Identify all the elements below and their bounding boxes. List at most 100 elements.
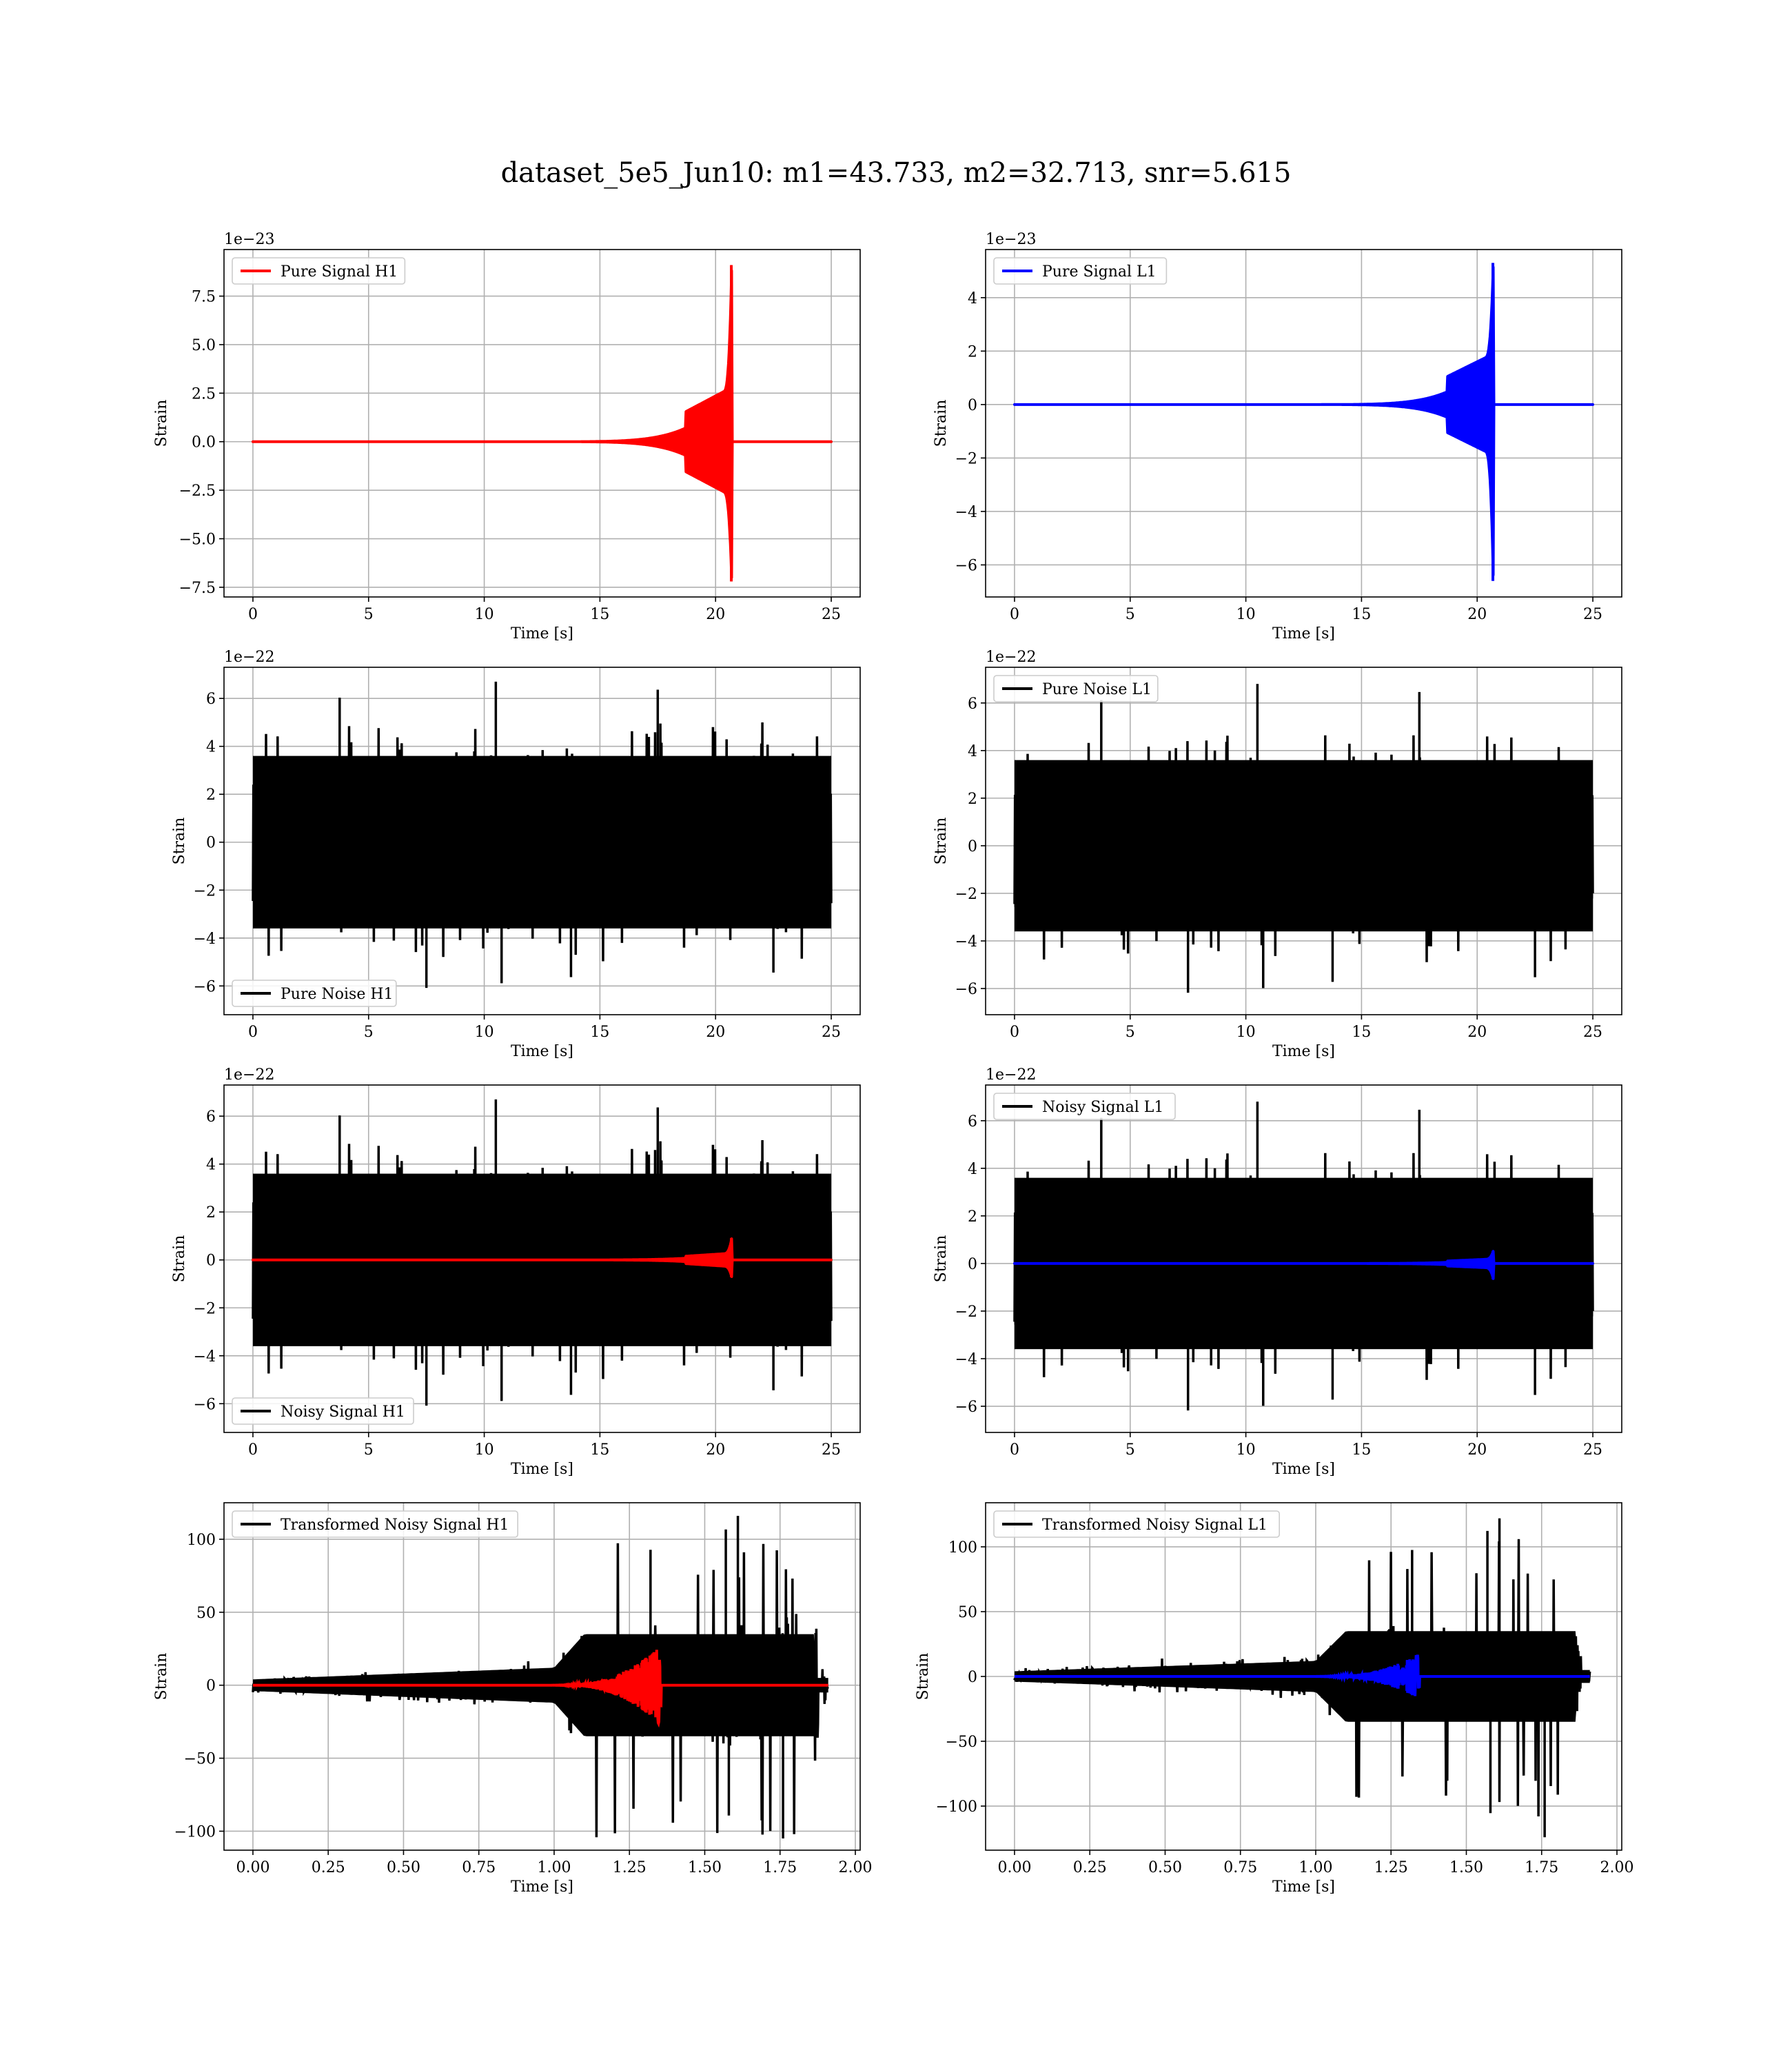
y-tick-label: 5.0: [192, 337, 216, 354]
x-tick-label: 0.25: [312, 1859, 345, 1876]
series-layer: [1013, 263, 1594, 581]
x-tick-label: 5: [1126, 606, 1135, 623]
plot-area: [986, 250, 1622, 597]
y-tick-label: −4: [955, 504, 977, 521]
y-tick-label: −50: [946, 1734, 977, 1751]
y-tick-label: −6: [194, 978, 216, 995]
axis-offset-text: 1e−22: [986, 649, 1036, 666]
y-tick-label: −4: [194, 1348, 216, 1366]
y-tick-label: −100: [936, 1798, 977, 1816]
y-tick-label: −2: [194, 1300, 216, 1317]
y-axis-label: Strain: [933, 400, 950, 447]
y-tick-label: 6: [206, 691, 216, 708]
series-pure-signal-l1: [1013, 265, 1594, 577]
x-tick-label: 25: [1583, 1024, 1602, 1041]
x-tick-label: 1.50: [1449, 1859, 1483, 1876]
legend: Transformed Noisy Signal L1: [993, 1510, 1281, 1538]
x-tick-label: 10: [1236, 1024, 1256, 1041]
x-tick-label: 0: [1010, 1441, 1019, 1459]
series-pure-signal-h1: [252, 269, 833, 579]
x-tick-label: 10: [1236, 1441, 1256, 1459]
x-tick-label: 10: [475, 1024, 494, 1041]
y-tick-label: 0: [968, 1669, 977, 1686]
y-tick-label: −50: [184, 1751, 216, 1768]
legend-label: Pure Noise H1: [281, 986, 394, 1003]
subplot-row2-right: 0 5 10 15 20 25 −6 −4 −2 0 2 4 6 1e−22 Time [s] Strain P…: [933, 649, 1622, 1060]
x-tick-label: 1.75: [1525, 1859, 1558, 1876]
y-tick-label: 0: [968, 397, 977, 414]
axis-offset-text: 1e−22: [224, 1066, 274, 1084]
subplot-top-left: 0 5 10 15 20 25 −7.5 −5.0 −2.5 0.0 2.5 5.0 7.5 1e−23 T…: [153, 231, 861, 642]
y-tick-label: 4: [206, 739, 216, 756]
x-tick-label: 0.50: [387, 1859, 420, 1876]
x-tick-label: 25: [1583, 606, 1602, 623]
subplot-row2-left: 0 5 10 15 20 25 −6 −4 −2 0 2 4 6 1e−22 Time [s] Strain P…: [171, 649, 861, 1060]
axis-offset-text: 1e−23: [986, 231, 1036, 248]
y-axis-label: Strain: [933, 1235, 950, 1283]
y-tick-label: −4: [955, 933, 977, 951]
x-tick-label: 0: [1010, 1024, 1019, 1041]
series-overlay-1: [253, 1650, 828, 1728]
legend: Pure Signal L1: [993, 257, 1168, 285]
y-tick-label: −2: [955, 450, 977, 467]
axes-frame: [223, 1084, 861, 1433]
y-tick-label: −2.5: [179, 483, 216, 500]
x-tick-label: 0.75: [1223, 1859, 1257, 1876]
x-axis-label: Time [s]: [511, 1878, 573, 1896]
legend-box: [232, 1510, 519, 1538]
x-tick-label: 0.00: [997, 1859, 1031, 1876]
y-tick-label: 0: [206, 1253, 216, 1270]
series-layer: [252, 1099, 833, 1406]
axes-frame: [985, 249, 1622, 598]
y-tick-label: 4: [968, 290, 977, 307]
y-tick-label: −6: [194, 1396, 216, 1413]
legend-label: Pure Signal H1: [281, 263, 398, 281]
axis-offset-text: 1e−22: [224, 649, 274, 666]
x-tick-label: 20: [1467, 606, 1487, 623]
series-pure-noise-l1: [1013, 735, 1594, 962]
x-tick-label: 5: [1126, 1441, 1135, 1459]
series-overlay-1: [1013, 1250, 1594, 1280]
y-tick-label: 0: [968, 838, 977, 855]
series-noisy-signal-h1: [252, 1139, 833, 1379]
x-tick-label: 15: [590, 1441, 609, 1459]
x-tick-label: 5: [364, 1024, 374, 1041]
legend-box: [993, 1093, 1176, 1120]
x-tick-label: 0.75: [462, 1859, 496, 1876]
axes-frame: [223, 1502, 861, 1851]
series-overlay-1: [252, 1237, 833, 1278]
x-tick-label: 0: [1010, 606, 1019, 623]
x-tick-label: 0.00: [236, 1859, 269, 1876]
subplot-row3-right: 0 5 10 15 20 25 −6 −4 −2 0 2 4 6 1e−22 Time [s] Strain N…: [933, 1066, 1622, 1478]
x-tick-label: 1.25: [613, 1859, 646, 1876]
x-tick-label: 20: [1467, 1441, 1487, 1459]
series-layer: [252, 681, 833, 989]
x-tick-label: 1.75: [763, 1859, 797, 1876]
legend-box: [993, 675, 1159, 702]
y-tick-label: 0.0: [192, 434, 216, 452]
y-tick-label: 2: [968, 791, 977, 808]
y-tick-label: 50: [958, 1604, 977, 1621]
axes-frame: [223, 249, 861, 598]
axes-frame: [223, 667, 861, 1015]
y-tick-label: 0: [968, 1256, 977, 1273]
y-tick-label: 6: [968, 696, 977, 713]
y-axis-label: Strain: [171, 1235, 188, 1283]
y-tick-label: 7.5: [192, 289, 216, 306]
legend-label: Noisy Signal L1: [1042, 1099, 1163, 1116]
x-tick-label: 15: [590, 1024, 609, 1041]
x-tick-label: 10: [475, 1441, 494, 1459]
legend: Pure Noise H1: [232, 980, 397, 1007]
subplot-bottom-right: 0.00 0.25 0.50 0.75 1.00 1.25 1.50 1.75 2.00 −100…: [915, 1502, 1633, 1896]
y-tick-label: −6: [955, 557, 977, 574]
y-tick-label: 100: [187, 1532, 216, 1549]
y-tick-label: −6: [955, 981, 977, 998]
legend-label: Transformed Noisy Signal L1: [1042, 1517, 1267, 1534]
x-tick-label: 15: [1352, 606, 1371, 623]
subplot-row3-left: 0 5 10 15 20 25 −6 −4 −2 0 2 4 6 1e−22 Time [s] Strain N…: [171, 1066, 861, 1478]
y-axis-label: Strain: [915, 1653, 932, 1701]
legend-box: [993, 1510, 1281, 1538]
x-tick-label: 0: [248, 1024, 258, 1041]
x-tick-label: 25: [1583, 1441, 1602, 1459]
